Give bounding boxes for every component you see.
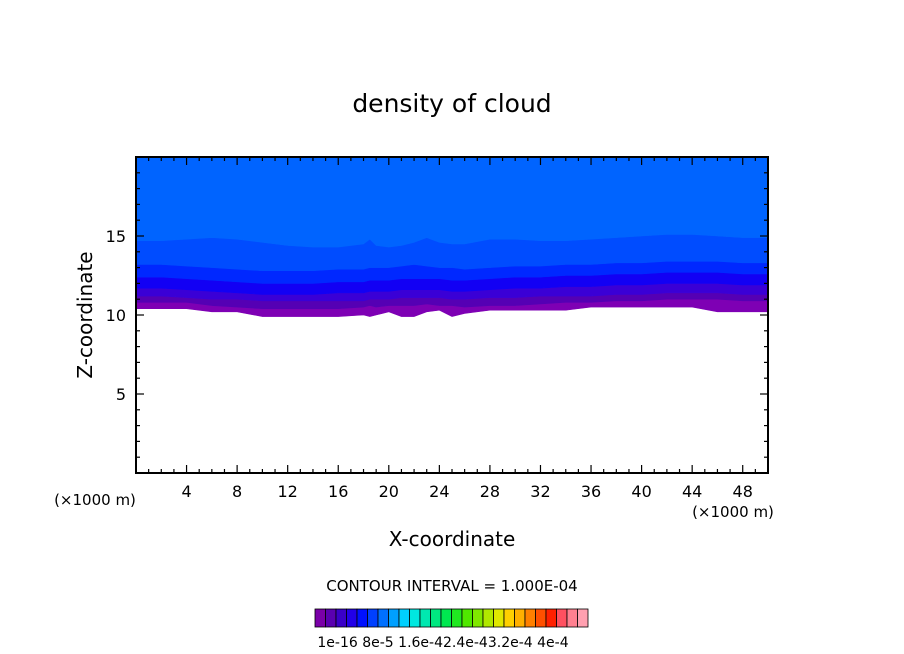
x-tick-label: 16: [328, 482, 348, 501]
colorbar-swatch: [577, 608, 589, 628]
x-tick-label: 32: [530, 482, 550, 501]
x-tick-label: 24: [429, 482, 449, 501]
colorbar-swatch: [451, 608, 463, 628]
colorbar: [314, 608, 589, 628]
colorbar-swatch: [388, 608, 400, 628]
x-tick-label: 8: [232, 482, 242, 501]
colorbar-swatch: [566, 608, 578, 628]
colorbar-swatch: [335, 608, 347, 628]
colorbar-swatch: [346, 608, 358, 628]
x-tick-label: 28: [480, 482, 500, 501]
colorbar-swatch: [377, 608, 389, 628]
colorbar-swatch: [430, 608, 442, 628]
y-tick-label: 5: [116, 385, 126, 404]
x-tick-label: 20: [379, 482, 399, 501]
contour-fill-group: [135, 156, 769, 317]
contour-interval-label: CONTOUR INTERVAL = 1.000E-04: [326, 577, 577, 595]
colorbar-swatch: [419, 608, 431, 628]
axis-ticks: [136, 157, 768, 473]
y-axis-unit: (×1000 m): [54, 491, 136, 509]
colorbar-swatch: [524, 608, 536, 628]
x-axis-unit: (×1000 m): [692, 503, 774, 521]
colorbar-swatch: [556, 608, 568, 628]
colorbar-swatch: [493, 608, 505, 628]
chart-title: density of cloud: [352, 89, 551, 118]
x-axis-label: X-coordinate: [389, 527, 516, 551]
contour-band: [135, 156, 769, 248]
colorbar-swatch: [356, 608, 368, 628]
colorbar-swatch: [314, 608, 326, 628]
x-tick-label: 4: [181, 482, 191, 501]
y-tick-label: 10: [106, 306, 126, 325]
colorbar-swatch: [367, 608, 379, 628]
x-tick-label: 36: [581, 482, 601, 501]
colorbar-labels: 1e-16 8e-5 1.6e-42.4e-43.2e-4 4e-4: [317, 635, 568, 651]
colorbar-swatch: [545, 608, 557, 628]
colorbar-swatch: [325, 608, 337, 628]
x-tick-label: 40: [631, 482, 651, 501]
colorbar-swatch: [535, 608, 547, 628]
y-axis-label: Z-coordinate: [73, 251, 97, 378]
colorbar-swatch: [472, 608, 484, 628]
colorbar-swatch: [440, 608, 452, 628]
colorbar-swatch: [398, 608, 410, 628]
x-tick-label: 44: [682, 482, 702, 501]
y-tick-label: 15: [106, 227, 126, 246]
x-tick-label: 12: [278, 482, 298, 501]
colorbar-swatch: [461, 608, 473, 628]
colorbar-swatch: [514, 608, 526, 628]
colorbar-swatch: [503, 608, 515, 628]
x-tick-label: 48: [733, 482, 753, 501]
colorbar-swatch: [409, 608, 421, 628]
colorbar-swatch: [482, 608, 494, 628]
